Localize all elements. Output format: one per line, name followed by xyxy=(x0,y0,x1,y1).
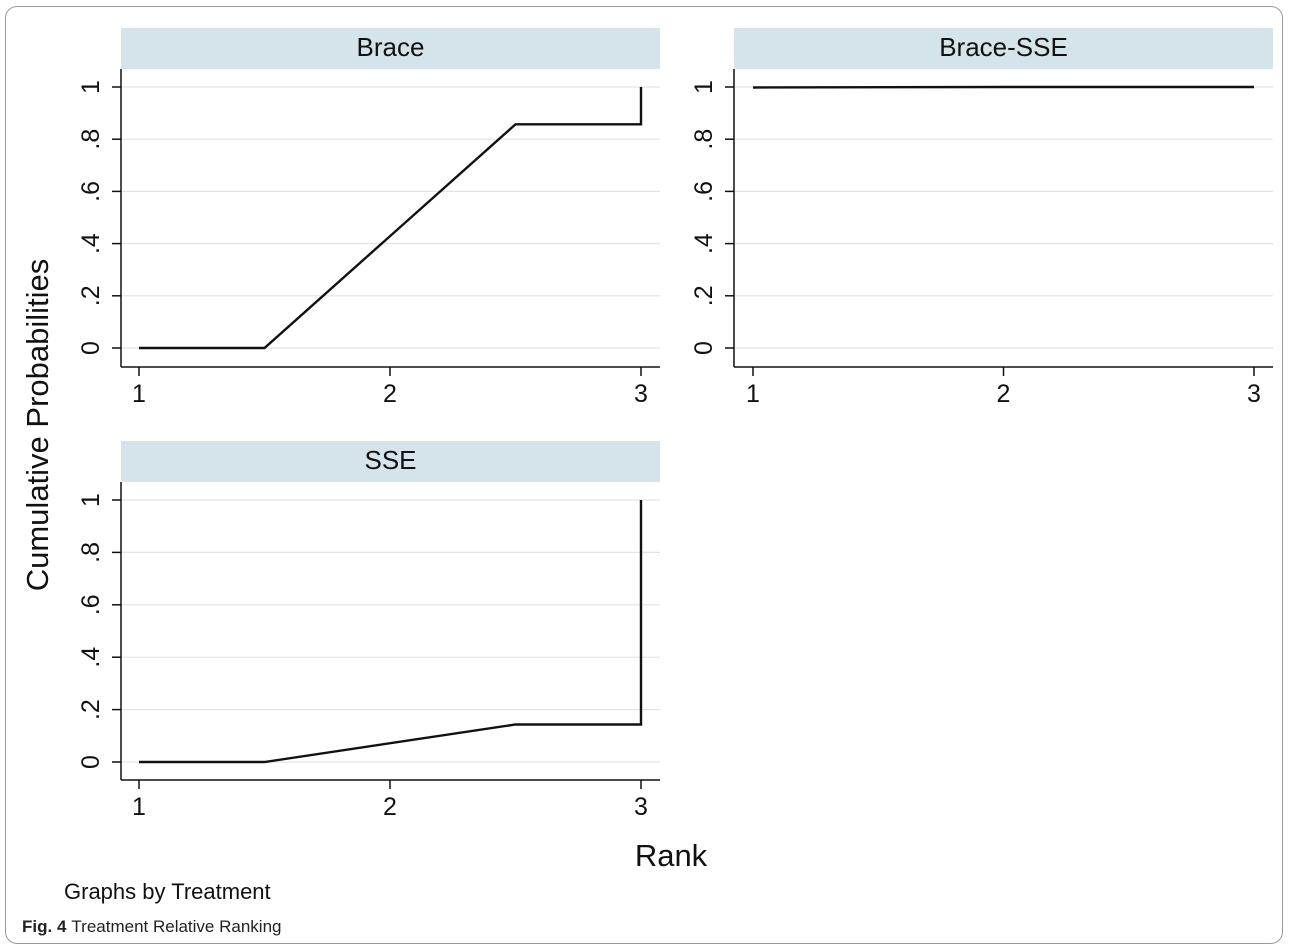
x-tick-label: 2 xyxy=(383,793,397,821)
y-tick-label: 1 xyxy=(690,80,718,94)
x-tick-label: 3 xyxy=(1247,380,1261,408)
y-tick-label: 1 xyxy=(77,80,105,94)
figure-frame xyxy=(5,6,1283,944)
series-line xyxy=(139,87,643,350)
y-tick-label: .8 xyxy=(690,129,718,150)
caption-label: Fig. 4 xyxy=(22,917,67,936)
y-tick-label: .2 xyxy=(77,285,105,306)
caption-text: Treatment Relative Ranking xyxy=(71,917,282,936)
y-tick-label: .2 xyxy=(690,285,718,306)
y-tick-label: 0 xyxy=(77,755,105,769)
x-tick-label: 2 xyxy=(383,380,397,408)
y-tick-label: .2 xyxy=(77,699,105,720)
y-tick-label: .6 xyxy=(690,181,718,202)
panel-sse: SSE 0 .2 .4 .6 .8 1 1 2 3 xyxy=(77,441,660,821)
y-tick-label: .4 xyxy=(77,233,105,254)
y-tick-label: .8 xyxy=(77,129,105,150)
x-tick-label: 1 xyxy=(746,380,760,408)
by-label: Graphs by Treatment xyxy=(64,879,271,904)
y-tick-label: .4 xyxy=(690,233,718,254)
figure-caption: Fig. 4 Treatment Relative Ranking xyxy=(22,917,281,937)
panel-brace: Brace 0 .2 .4 .6 .8 1 1 2 3 xyxy=(77,28,660,408)
x-axis-title: Rank xyxy=(635,838,708,873)
y-tick-label: .6 xyxy=(77,181,105,202)
panel-title: Brace-SSE xyxy=(939,32,1068,62)
series-line xyxy=(139,500,643,764)
panel-title: Brace xyxy=(357,32,425,62)
panel-header xyxy=(121,28,660,69)
y-axis-title: Cumulative Probabilities xyxy=(20,259,55,592)
x-tick-label: 3 xyxy=(634,380,648,408)
y-tick-label: 0 xyxy=(77,341,105,355)
panel-title: SSE xyxy=(364,445,416,475)
x-tick-label: 1 xyxy=(132,380,146,408)
panel-header xyxy=(121,441,660,482)
x-tick-label: 3 xyxy=(634,793,648,821)
y-tick-label: .6 xyxy=(77,594,105,615)
series-line xyxy=(752,85,1254,89)
x-tick-label: 1 xyxy=(132,793,146,821)
y-tick-label: .8 xyxy=(77,542,105,563)
y-tick-label: 1 xyxy=(77,493,105,507)
y-tick-label: .4 xyxy=(77,647,105,668)
x-tick-label: 2 xyxy=(997,380,1011,408)
panel-header xyxy=(734,28,1273,69)
panel-brace-sse: Brace-SSE 0 .2 .4 .6 .8 1 1 2 3 xyxy=(690,28,1273,408)
y-tick-label: 0 xyxy=(690,341,718,355)
